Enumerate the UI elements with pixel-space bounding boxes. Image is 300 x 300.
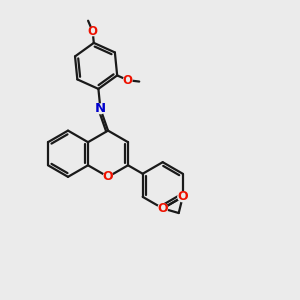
Circle shape xyxy=(123,76,132,84)
Text: O: O xyxy=(123,74,133,87)
Text: O: O xyxy=(158,202,168,215)
Text: O: O xyxy=(103,170,113,183)
Circle shape xyxy=(178,192,188,202)
Circle shape xyxy=(158,204,167,213)
Text: N: N xyxy=(95,102,106,115)
Text: O: O xyxy=(177,190,188,203)
Text: O: O xyxy=(88,25,98,38)
Circle shape xyxy=(88,27,97,36)
Circle shape xyxy=(103,172,113,182)
Circle shape xyxy=(95,104,105,114)
